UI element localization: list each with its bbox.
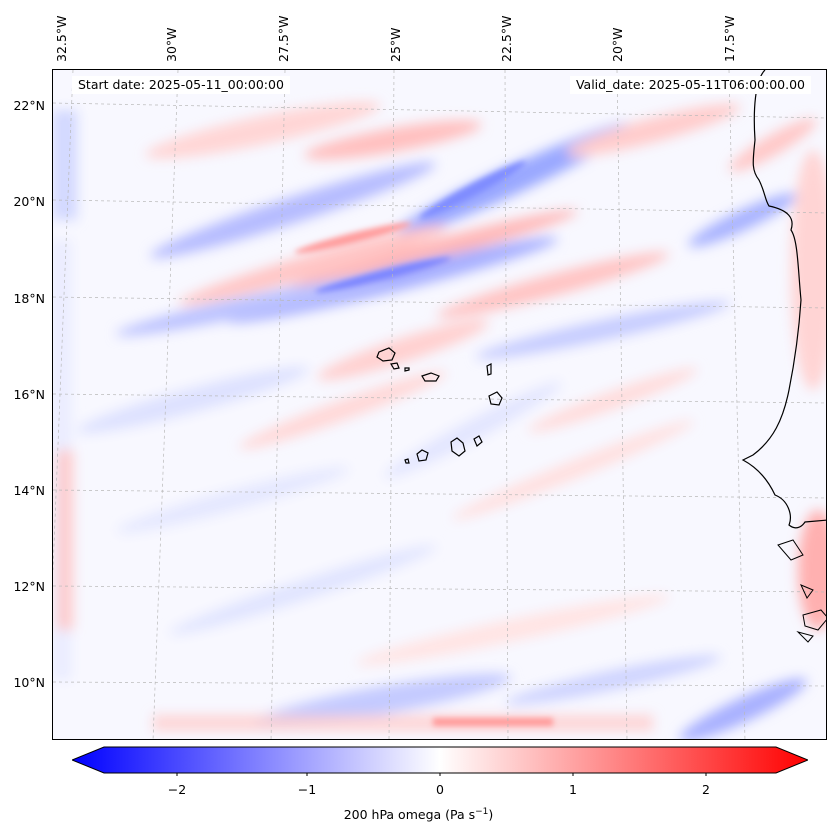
- lon-label: 32.5°W: [54, 15, 69, 62]
- lon-label: 27.5°W: [276, 15, 291, 62]
- lon-label: 25°W: [388, 27, 403, 62]
- colorbar-tick: 2: [702, 782, 710, 797]
- colorbar-tick: −2: [167, 782, 187, 797]
- colorbar: [72, 746, 808, 776]
- lat-label: 20°N: [13, 194, 45, 209]
- omega-field: [53, 101, 826, 739]
- lat-label: 18°N: [13, 291, 45, 306]
- colorbar-tick: 1: [569, 782, 577, 797]
- graticule: [53, 70, 826, 739]
- africa-coastline: [741, 70, 826, 529]
- start-date-label: Start date: 2025-05-11_00:00:00: [72, 76, 290, 94]
- cape-verde-islands: [376, 347, 503, 464]
- lon-label: 20°W: [610, 27, 625, 62]
- lat-label: 16°N: [13, 387, 45, 402]
- colorbar-label: 200 hPa omega (Pa s−1): [343, 807, 494, 823]
- valid-date-label: Valid_date: 2025-05-11T06:00:00.00: [569, 76, 811, 94]
- lat-label: 12°N: [13, 579, 45, 594]
- lat-label: 14°N: [13, 483, 45, 498]
- colorbar-tick: 0: [436, 782, 444, 797]
- map-panel: [52, 69, 827, 740]
- lat-label: 10°N: [13, 675, 45, 690]
- lon-label: 17.5°W: [722, 15, 737, 62]
- lat-label: 22°N: [13, 98, 45, 113]
- colorbar-tick: −1: [297, 782, 317, 797]
- lon-label: 30°W: [164, 27, 179, 62]
- lon-label: 22.5°W: [499, 15, 514, 62]
- omega-field-map: [53, 70, 826, 739]
- colorbar-gradient: [72, 746, 808, 774]
